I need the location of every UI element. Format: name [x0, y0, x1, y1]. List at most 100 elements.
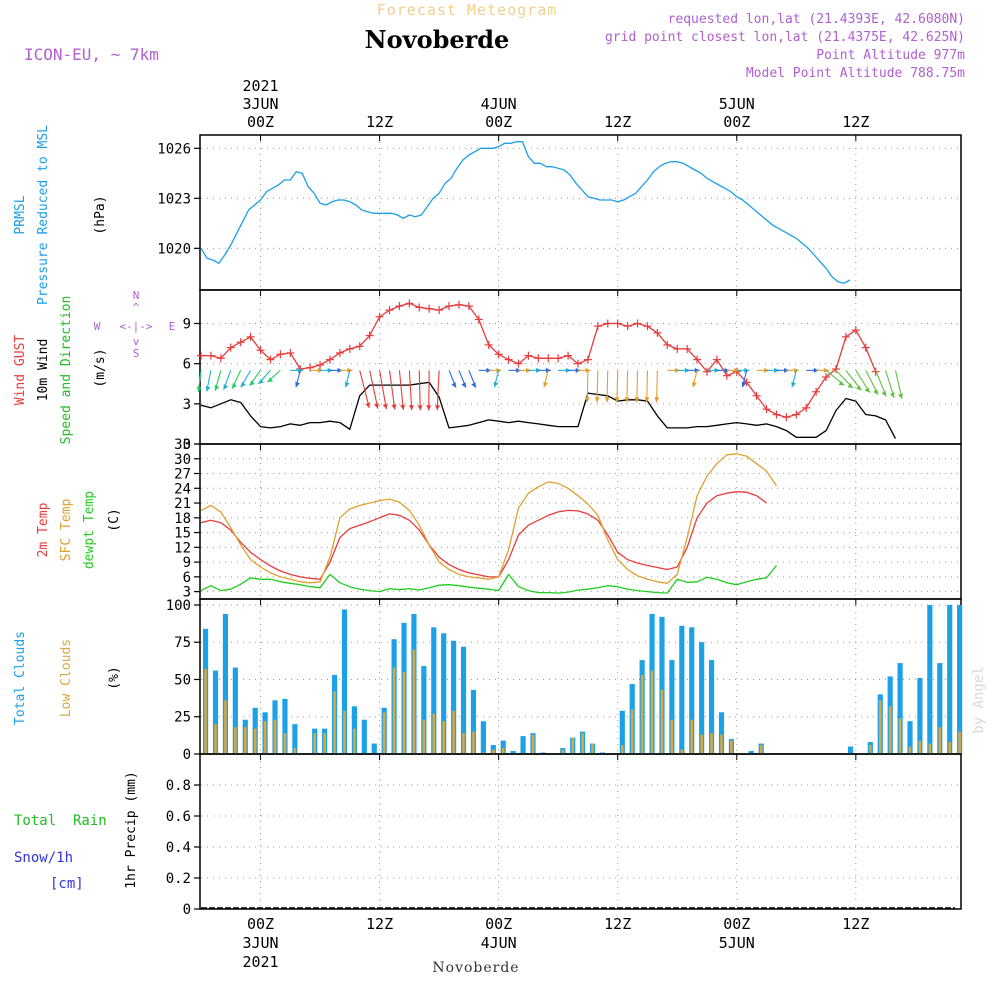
total-cloud-bar-50	[699, 642, 705, 754]
wind-arrow-8	[266, 369, 281, 383]
low-cloud-bar-14	[343, 710, 346, 754]
wind-gust-marker-19	[385, 306, 394, 315]
wind-arrow-head	[594, 397, 600, 403]
wind-arrow-shaft	[616, 370, 619, 403]
wind-arrow-shaft	[606, 370, 609, 403]
low-cloud-bar-20	[402, 672, 406, 754]
wind-arrow-head	[196, 386, 202, 393]
wind-gust-marker-66	[851, 326, 860, 335]
low-cloud-bar-42	[620, 745, 624, 754]
wind-gust-marker-51	[703, 367, 711, 376]
wind-arrow-head	[744, 367, 750, 373]
total-cloud-bar-3	[232, 667, 238, 754]
wind-unit-label: (m/s)	[93, 348, 108, 387]
wind-gust-marker-39	[583, 355, 592, 364]
wind-arrow-head	[297, 367, 303, 373]
sfc-temp-label: SFC Temp	[59, 499, 74, 562]
wind-gust-marker-27	[464, 302, 473, 311]
wind-arrow-head	[881, 390, 887, 397]
wind-arrow-head	[240, 381, 246, 388]
low-cloud-bar-26	[462, 733, 465, 754]
compass-n-arrow: ^	[133, 301, 140, 314]
wind-gust-marker-38	[574, 359, 583, 368]
wind-arrow-head	[864, 387, 870, 393]
wind-arrow-64	[835, 369, 854, 389]
clouds-panel: 0 25 50 75 100 Total Clouds Low Clouds (%)	[13, 598, 963, 763]
wind-ytick-label-1: 3	[183, 397, 191, 413]
bottom-time-label-0-2: 2021	[242, 953, 278, 971]
wind-arrow-shaft	[646, 370, 649, 403]
low-cloud-bar-21	[412, 649, 416, 754]
wind-gust-marker-48	[673, 344, 682, 353]
total-cloud-bar-76	[957, 604, 963, 754]
precip-ytick-label-3: 0.6	[166, 809, 191, 825]
pressure-unit-label: (hPa)	[93, 195, 108, 234]
total-cloud-bar-14	[341, 609, 348, 754]
precip-unit-label: 1hr Precip (mm)	[124, 771, 139, 888]
wind-arrow-shaft	[369, 370, 379, 409]
bottom-time-label-4-0: 00Z	[723, 915, 750, 933]
pressure-frame	[199, 134, 962, 291]
wind-arrow-head	[856, 385, 862, 391]
wind-gust-marker-5	[246, 332, 255, 341]
low-cloud-bar-19	[392, 667, 396, 754]
wind-arrow-head	[417, 405, 423, 411]
wind-gust-marker-22	[415, 303, 424, 312]
wind-gust-marker-21	[405, 299, 414, 308]
wind-gust-marker-56	[752, 391, 761, 400]
clouds-ytick-label-0: 0	[183, 747, 191, 763]
clouds-ytick-label-1: 25	[174, 710, 191, 726]
wind-arrow-head	[604, 397, 610, 403]
precip-panel: 0 0.2 0.4 0.6 0.8 Total Rain Snow/1h [cm] 1h…	[14, 753, 962, 918]
low-cloud-bar-39	[591, 743, 594, 754]
point-altitude: Point Altitude 977m	[816, 48, 965, 63]
wind-arrow-25	[448, 370, 457, 388]
temperature-ytick-label-2: 9	[183, 555, 191, 571]
low-cloud-bar-43	[630, 709, 634, 754]
wind-arrow-70	[894, 370, 903, 400]
wind-gust-marker-23	[425, 304, 434, 313]
total-cloud-bar-52	[718, 712, 725, 754]
bottom-time-label-0-1: 3JUN	[242, 934, 278, 952]
low-cloud-bar-12	[323, 733, 326, 754]
wind-gust-marker-4	[236, 338, 245, 347]
low-cloud-bar-46	[660, 689, 664, 754]
wind-gust-marker-60	[792, 410, 801, 419]
low-cloud-bar-23	[432, 713, 436, 754]
wind-arrow-63	[825, 369, 845, 386]
total-cloud-bar-9	[292, 724, 298, 754]
clouds-ytick-label-4: 100	[166, 598, 191, 614]
wind-gust-marker-35	[544, 354, 553, 363]
low-cloud-bar-72	[918, 740, 922, 754]
wind-arrow-69	[885, 370, 895, 398]
wind-arrow-head	[543, 381, 549, 388]
low-cloud-bar-52	[720, 734, 723, 754]
wind-arrow-head	[471, 382, 476, 388]
wind-arrow-head	[400, 404, 406, 410]
wind-arrow-18	[379, 370, 388, 410]
wind-arrow-head	[654, 397, 660, 403]
wind-arrow-38	[578, 367, 591, 373]
total-cloud-bar-32	[520, 736, 526, 754]
low-cloud-bar-29	[492, 749, 495, 754]
total-cloud-bar-8	[282, 698, 288, 754]
wind-arrow-29	[488, 367, 502, 373]
wind-arrow-head	[634, 397, 640, 403]
total-cloud-bar-47	[669, 660, 675, 754]
wind-gust-marker-61	[802, 403, 811, 412]
total-cloud-bar-31	[510, 751, 516, 754]
wind-arrow-head	[791, 381, 797, 388]
total-cloud-bar-70	[897, 663, 903, 754]
footer-location: Novoberde	[432, 960, 519, 976]
total-cloud-bar-55	[748, 751, 754, 754]
wind-gust-marker-46	[653, 328, 662, 337]
wind-arrow-10	[295, 370, 301, 388]
wind-gust-marker-67	[861, 343, 870, 352]
wind-gust-marker-6	[256, 346, 265, 355]
low-cloud-bar-24	[442, 721, 445, 754]
wind-arrow-head	[694, 367, 700, 373]
temperature-frame	[199, 443, 962, 600]
pressure-msl-label: Pressure Reduced to MSL	[36, 125, 51, 305]
